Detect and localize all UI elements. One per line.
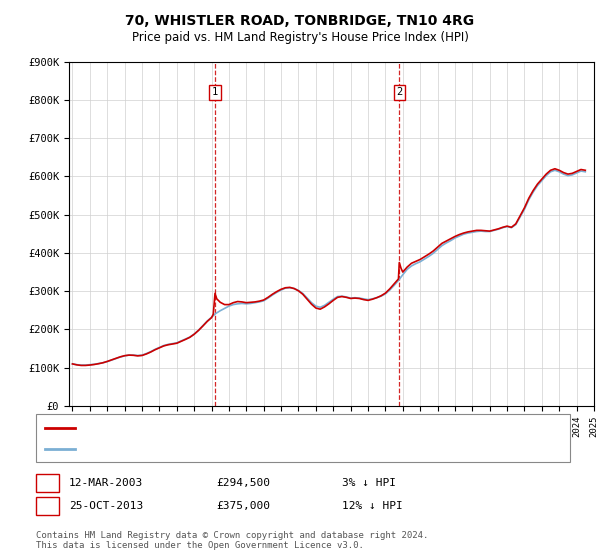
Text: Contains HM Land Registry data © Crown copyright and database right 2024.
This d: Contains HM Land Registry data © Crown c… (36, 531, 428, 550)
Text: HPI: Average price, detached house, Tonbridge and Malling: HPI: Average price, detached house, Tonb… (81, 444, 437, 454)
Text: £294,500: £294,500 (216, 478, 270, 488)
Text: 2: 2 (396, 87, 403, 97)
Text: 70, WHISTLER ROAD, TONBRIDGE, TN10 4RG (detached house): 70, WHISTLER ROAD, TONBRIDGE, TN10 4RG (… (81, 423, 425, 433)
Text: 12-MAR-2003: 12-MAR-2003 (69, 478, 143, 488)
Text: Price paid vs. HM Land Registry's House Price Index (HPI): Price paid vs. HM Land Registry's House … (131, 31, 469, 44)
Text: 1: 1 (44, 478, 51, 488)
Text: 2: 2 (44, 501, 51, 511)
Text: 70, WHISTLER ROAD, TONBRIDGE, TN10 4RG: 70, WHISTLER ROAD, TONBRIDGE, TN10 4RG (125, 14, 475, 28)
Text: 1: 1 (212, 87, 218, 97)
Text: 25-OCT-2013: 25-OCT-2013 (69, 501, 143, 511)
Text: 12% ↓ HPI: 12% ↓ HPI (342, 501, 403, 511)
Text: 3% ↓ HPI: 3% ↓ HPI (342, 478, 396, 488)
Text: £375,000: £375,000 (216, 501, 270, 511)
